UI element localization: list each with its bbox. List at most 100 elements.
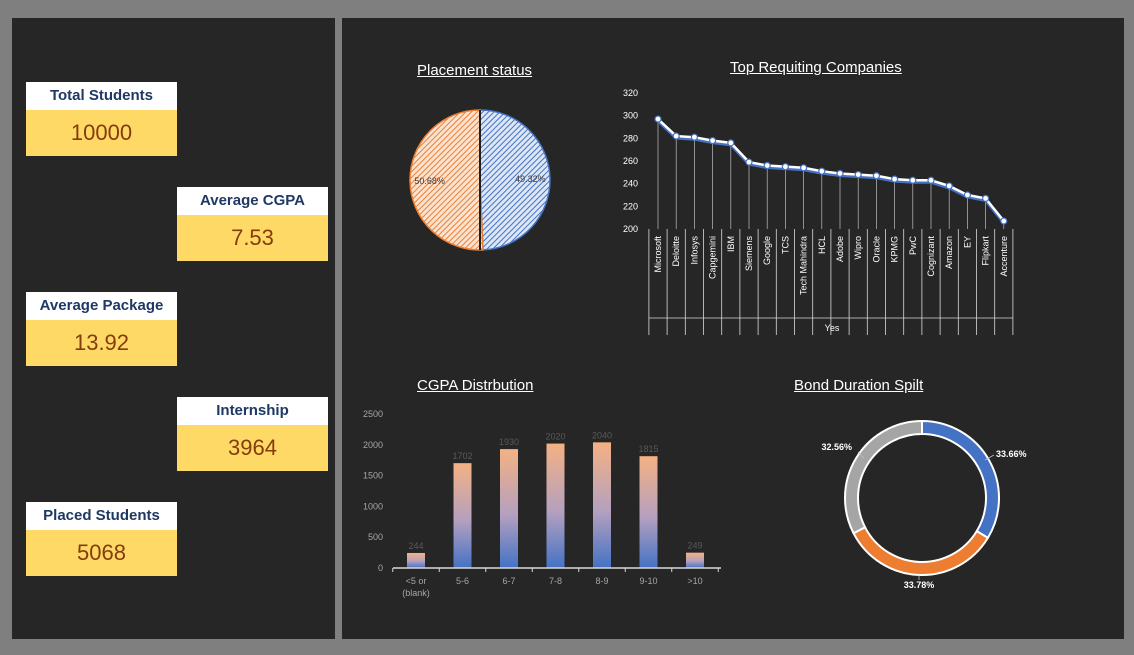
donut-data-label: 33.78% — [904, 580, 935, 590]
x-tick-label: (blank) — [402, 588, 430, 598]
bar — [453, 463, 472, 568]
pie-slice — [479, 109, 551, 251]
bar — [593, 442, 611, 568]
bar — [639, 456, 658, 568]
y-tick-label: 240 — [623, 179, 638, 189]
kpi-value: 7.53 — [177, 215, 328, 261]
kpi-average-package: Average Package 13.92 — [26, 292, 177, 366]
donut-data-label: 32.56% — [821, 442, 852, 452]
x-tick-label: Tech Mahindra — [799, 236, 809, 295]
donut-data-label: 33.66% — [996, 449, 1027, 459]
kpi-value: 10000 — [26, 110, 177, 156]
y-tick-label: 2000 — [363, 440, 383, 450]
y-tick-label: 0 — [378, 563, 383, 573]
data-point — [727, 139, 735, 147]
x-tick-label: Microsoft — [653, 236, 663, 273]
data-point — [708, 137, 717, 145]
x-tick-label: Infosys — [689, 236, 699, 265]
x-tick-label: Deloitte — [671, 236, 681, 267]
x-tick-label: HCL — [817, 236, 827, 254]
y-tick-label: 2500 — [363, 409, 383, 419]
x-tick-label: Adobe — [835, 236, 845, 262]
data-point — [690, 133, 699, 141]
kpi-value: 3964 — [177, 425, 328, 471]
top-companies-title: Top Requiting Companies — [730, 59, 902, 76]
y-tick-label: 260 — [623, 156, 638, 166]
donut-slice — [921, 419, 1000, 540]
x-tick-label: IBM — [726, 236, 736, 252]
kpi-value: 13.92 — [26, 320, 177, 366]
y-tick-label: 200 — [623, 224, 638, 234]
data-point — [672, 132, 680, 140]
data-point — [745, 158, 753, 166]
x-tick-label: Capgemini — [708, 236, 718, 279]
x-tick-label: PwC — [908, 236, 918, 256]
bond-donut-chart: 33.66% 33.78% 32.56% — [821, 419, 1027, 590]
pie-data-label: 50.68% — [414, 176, 445, 186]
kpi-value: 5068 — [26, 530, 177, 576]
bar-data-label: 1702 — [452, 451, 472, 461]
companies-line-chart: 200 220 240 260 280 300 320 Microsoft Deloitte In… — [623, 88, 1014, 335]
data-point — [963, 191, 972, 199]
data-point — [654, 115, 662, 123]
data-point — [781, 163, 790, 171]
x-tick-label: KPMG — [890, 236, 900, 263]
kpi-average-cgpa: Average CGPA 7.53 — [177, 187, 328, 261]
data-point — [890, 175, 899, 183]
kpi-label: Total Students — [26, 82, 177, 110]
data-point — [909, 176, 917, 184]
x-tick-label: >10 — [687, 576, 702, 586]
kpi-total-students: Total Students 10000 — [26, 82, 177, 156]
bar-data-label: 1815 — [638, 444, 658, 454]
x-tick-label: 6-7 — [502, 576, 515, 586]
data-point — [818, 167, 826, 175]
bar-data-label: 2040 — [592, 430, 612, 440]
data-point — [836, 169, 844, 178]
y-tick-label: 500 — [368, 532, 383, 542]
bond-duration-title: Bond Duration Spilt — [794, 377, 924, 394]
cgpa-bar-chart: 0 500 1000 1500 2000 2500 244 1702 1930 2020 2040 1… — [363, 409, 721, 598]
x-tick-label: Wipro — [853, 236, 863, 260]
x-tick-label: <5 or — [406, 576, 427, 586]
data-point — [763, 161, 771, 170]
y-tick-label: 300 — [623, 111, 638, 121]
x-tick-label: Google — [762, 236, 772, 265]
data-point — [981, 194, 990, 202]
data-point — [927, 176, 935, 184]
data-point — [854, 171, 862, 179]
x-tick-label: Accenture — [999, 236, 1009, 277]
bar-data-label: 2020 — [545, 432, 565, 442]
x-tick-label: Flipkart — [981, 236, 991, 266]
x-tick-label: Siemens — [744, 236, 754, 272]
x-tick-label: 5-6 — [456, 576, 469, 586]
y-tick-label: 220 — [623, 201, 638, 211]
pie-data-label: 49.32% — [515, 174, 546, 184]
kpi-placed-students: Placed Students 5068 — [26, 502, 177, 576]
bar — [546, 443, 565, 568]
cgpa-distribution-title: CGPA Distrbution — [417, 377, 534, 394]
x-tick-label: 9-10 — [639, 576, 657, 586]
data-point — [1000, 217, 1008, 225]
bar-data-label: 249 — [687, 541, 702, 551]
kpi-label: Internship — [177, 397, 328, 425]
bar — [407, 552, 425, 568]
y-tick-label: 1000 — [363, 501, 383, 511]
bar — [500, 449, 518, 568]
kpi-label: Average Package — [26, 292, 177, 320]
data-point — [872, 172, 881, 180]
data-point — [945, 182, 953, 190]
placement-pie-chart: 49.32% 50.68% — [409, 109, 551, 251]
donut-slice — [852, 525, 990, 576]
kpi-label: Average CGPA — [177, 187, 328, 215]
series-line — [657, 118, 1005, 222]
x-tick-label: EY — [962, 236, 972, 248]
donut-leader-line — [984, 454, 995, 461]
donut-slice — [844, 419, 923, 535]
x-tick-label: Cognizant — [926, 236, 936, 277]
x-tick-label: 8-9 — [595, 576, 608, 586]
x-tick-label: TCS — [780, 236, 790, 254]
kpi-label: Placed Students — [26, 502, 177, 530]
bar — [686, 552, 704, 568]
x-tick-label: Oracle — [871, 236, 881, 263]
pie-slice — [409, 109, 484, 251]
